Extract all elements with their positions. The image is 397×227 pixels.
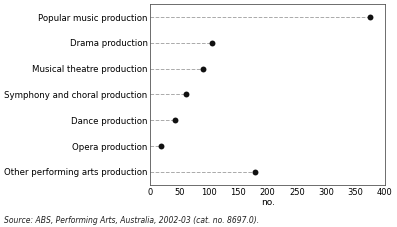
Text: Source: ABS, Performing Arts, Australia, 2002-03 (cat. no. 8697.0).: Source: ABS, Performing Arts, Australia,… [4, 216, 259, 225]
Point [209, 41, 215, 45]
Point [367, 15, 374, 19]
X-axis label: no.: no. [261, 198, 275, 207]
Point [200, 67, 206, 71]
Point [172, 118, 178, 122]
Point [252, 170, 258, 174]
Point [183, 93, 189, 96]
Point [158, 144, 164, 148]
